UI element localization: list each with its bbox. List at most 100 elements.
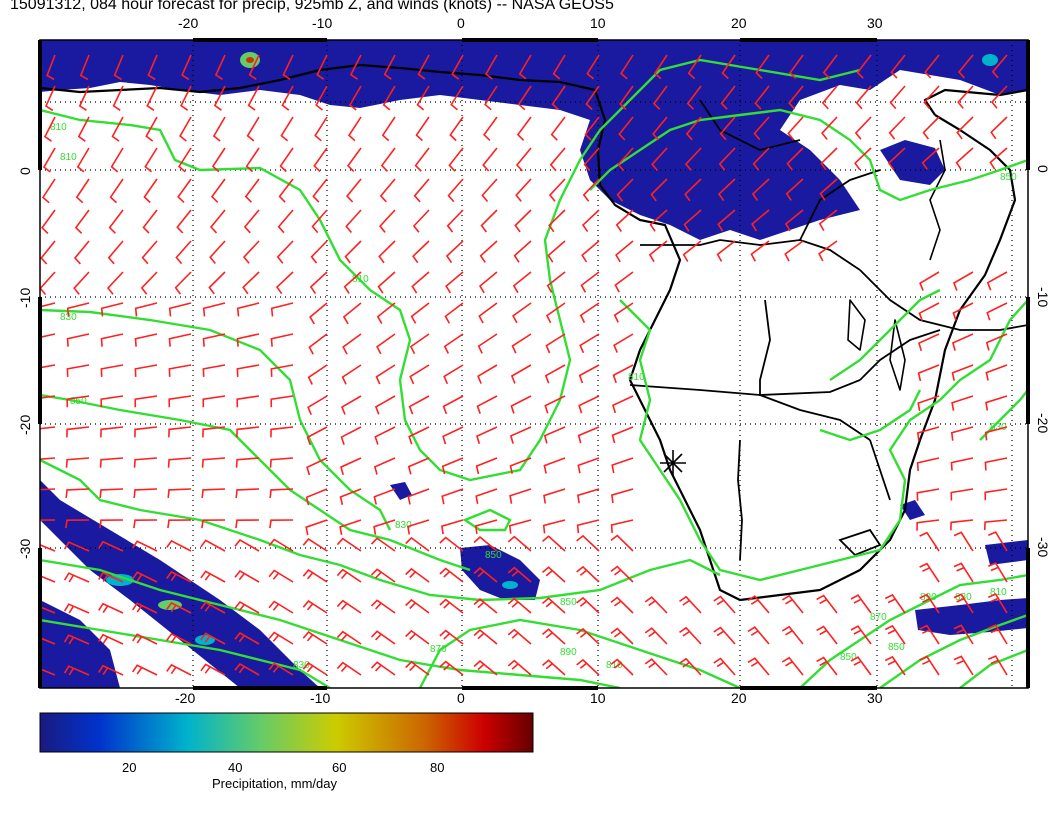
wind-barb: [439, 629, 464, 645]
wind-barb: [77, 116, 90, 142]
wind-barb: [547, 240, 566, 263]
x-tick-bottom: 20: [731, 690, 747, 706]
wind-barb: [307, 395, 328, 416]
x-tick-bottom: 10: [590, 690, 606, 706]
wind-barb: [342, 333, 362, 355]
wind-barb: [370, 568, 396, 583]
wind-barb: [277, 209, 294, 234]
wind-barb: [302, 662, 328, 676]
wind-barb: [133, 488, 158, 498]
wind-barb: [507, 535, 532, 552]
wind-barb: [617, 147, 634, 172]
wind-barb: [409, 364, 430, 385]
wind-barb: [752, 147, 770, 171]
wind-barb: [854, 147, 872, 171]
wind-barb: [275, 271, 294, 295]
wind-barb: [270, 333, 294, 347]
wind-barb: [411, 271, 430, 294]
wind-barb: [179, 116, 192, 142]
colorbar-tick: 60: [332, 760, 346, 775]
wind-barb: [200, 570, 226, 583]
wind-barb: [247, 85, 260, 111]
wind-barb: [201, 519, 226, 529]
wind-barb: [98, 571, 124, 583]
wind-barb: [443, 333, 464, 354]
wind-barb: [447, 178, 464, 203]
wind-barb: [134, 395, 158, 408]
contour-label: 850: [888, 642, 905, 653]
wind-barb: [718, 147, 736, 171]
y-tick-left: -20: [17, 415, 33, 435]
wind-barb: [953, 531, 974, 552]
wind-barb: [544, 395, 566, 414]
wind-barb: [405, 598, 430, 614]
wind-barb: [510, 364, 532, 384]
wind-barb: [374, 395, 396, 415]
wind-barb: [445, 240, 464, 264]
wind-barb: [236, 333, 260, 347]
wind-barb: [473, 629, 498, 645]
wind-barb: [168, 302, 192, 317]
wind-barb: [166, 570, 192, 583]
wind-barb: [551, 85, 566, 111]
wind-barb: [444, 302, 464, 324]
wind-barb: [579, 333, 600, 354]
wind-barb: [577, 488, 600, 504]
wind-barb: [66, 395, 90, 408]
wind-barb: [141, 240, 158, 265]
wind-barb: [370, 537, 396, 552]
wind-barb: [99, 488, 124, 498]
wind-barb: [684, 178, 702, 202]
wind-barb: [235, 488, 260, 498]
y-tick-right: -20: [1035, 413, 1051, 433]
wind-barb: [611, 488, 634, 504]
wind-barb: [475, 488, 498, 505]
wind-barb: [985, 395, 1008, 411]
wind-barb: [784, 240, 804, 262]
coastlines: [40, 63, 1028, 602]
wind-barb: [405, 567, 430, 583]
wind-barb: [340, 426, 362, 445]
wind-barb: [816, 625, 838, 645]
wind-barb: [542, 519, 566, 534]
wind-barb: [443, 364, 464, 385]
contour-label: 850: [70, 396, 87, 407]
wind-barb: [166, 663, 192, 676]
wind-barb: [441, 488, 464, 505]
wind-barb: [512, 302, 532, 324]
wind-barb: [511, 333, 532, 354]
wind-barb: [545, 333, 566, 354]
wind-barb: [134, 364, 158, 377]
wind-barb: [687, 54, 702, 80]
wind-barb: [405, 629, 430, 645]
frame-ticks: [38, 38, 1030, 690]
colorbar-tick: 80: [430, 760, 444, 775]
wind-barb: [480, 209, 498, 233]
wind-barb: [919, 562, 940, 583]
wind-barb: [473, 567, 498, 583]
wind-barb: [713, 626, 736, 645]
wind-barb: [613, 302, 634, 323]
wind-barb: [517, 85, 532, 111]
wind-barb: [789, 54, 804, 79]
wind-barb: [610, 565, 634, 583]
wind-barb: [340, 395, 362, 415]
colorbar-label: Precipitation, mm/day: [212, 776, 337, 791]
wind-barb: [576, 596, 600, 614]
wind-barb: [650, 178, 668, 202]
wind-barb: [378, 240, 396, 264]
wind-barb: [550, 116, 566, 141]
contour-label: 830: [293, 660, 310, 671]
height-contours: [40, 58, 1028, 688]
wind-barb: [276, 240, 294, 264]
wind-barb: [178, 147, 192, 173]
wind-barb: [750, 240, 770, 262]
wind-barb: [957, 54, 974, 79]
wind-barb: [541, 628, 566, 645]
wind-barb: [109, 178, 124, 204]
wind-barb: [348, 85, 362, 111]
wind-barb: [441, 519, 464, 535]
wind-barb: [679, 657, 702, 676]
x-tick-top: 20: [731, 15, 747, 31]
wind-barb: [586, 54, 600, 80]
